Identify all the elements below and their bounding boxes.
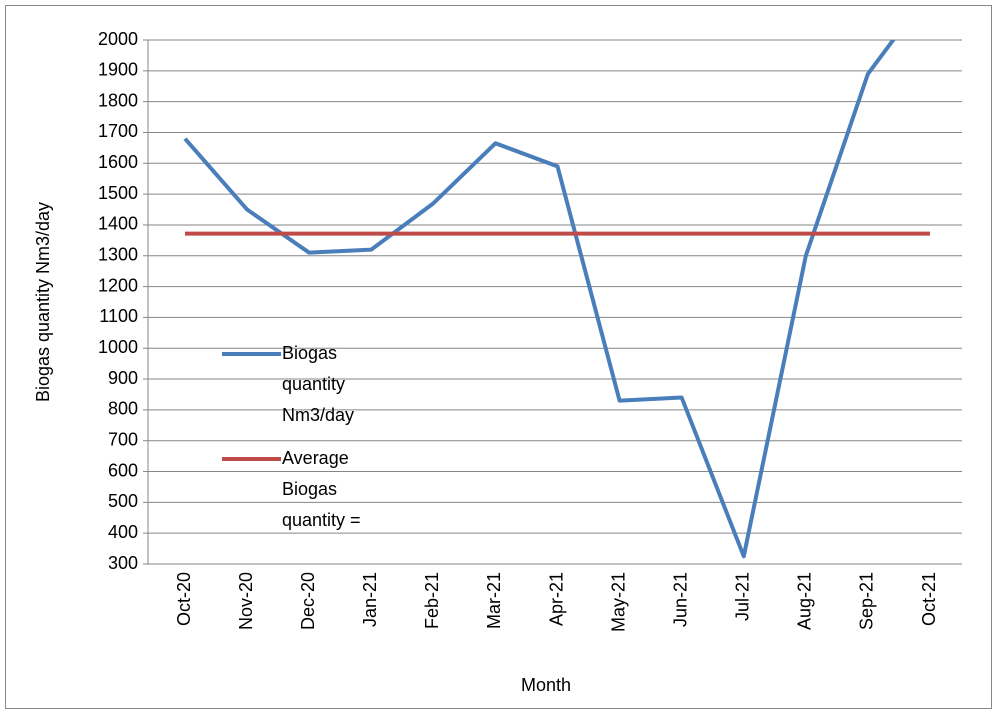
x-tick-label: May-21 — [608, 572, 628, 632]
y-tick-label: 800 — [108, 399, 138, 419]
y-tick-label: 1200 — [98, 275, 138, 295]
y-tick-label: 1900 — [98, 60, 138, 80]
chart-border — [5, 5, 992, 709]
y-tick-label: 1000 — [98, 337, 138, 357]
x-tick-label: Mar-21 — [484, 572, 504, 629]
y-tick-label: 500 — [108, 491, 138, 511]
y-tick-label: 2000 — [98, 29, 138, 49]
y-tick-label: 1800 — [98, 90, 138, 110]
y-tick-label: 400 — [108, 522, 138, 542]
y-tick-label: 1100 — [99, 306, 138, 326]
x-tick-label: Nov-20 — [236, 572, 256, 630]
y-tick-label: 900 — [108, 368, 138, 388]
x-tick-label: Jun-21 — [670, 572, 690, 627]
y-axis-title: Biogas quantity Nm3/day — [33, 202, 53, 402]
x-tick-label: Sep-21 — [857, 572, 877, 630]
legend-label: Average Biogas quantity = 1372 Nm3/day — [282, 448, 399, 543]
x-tick-label: Jul-21 — [733, 572, 753, 621]
x-tick-label: Aug-21 — [795, 572, 815, 630]
y-tick-label: 1400 — [98, 214, 138, 234]
x-tick-label: Feb-21 — [422, 572, 442, 629]
legend-entry: Average Biogas quantity = 1372 Nm3/day — [282, 448, 399, 543]
x-tick-label: Apr-21 — [546, 572, 566, 626]
y-tick-label: 700 — [108, 429, 138, 449]
legend-entry: Biogas quantity Nm3/day — [282, 343, 355, 425]
legend-label: Biogas quantity Nm3/day — [282, 343, 355, 425]
series-line — [183, 40, 896, 559]
x-tick-label: Jan-21 — [360, 572, 380, 627]
y-tick-label: 600 — [108, 460, 138, 480]
y-tick-label: 300 — [108, 553, 138, 573]
y-tick-label: 1600 — [98, 152, 138, 172]
x-tick-label: Oct-21 — [919, 572, 939, 626]
y-tick-label: 1700 — [98, 121, 138, 141]
x-axis-title: Month — [521, 675, 571, 695]
x-tick-label: Oct-20 — [174, 572, 194, 626]
x-tick-label: Dec-20 — [298, 572, 318, 630]
y-tick-label: 1500 — [98, 183, 138, 203]
y-tick-label: 1300 — [98, 245, 138, 265]
